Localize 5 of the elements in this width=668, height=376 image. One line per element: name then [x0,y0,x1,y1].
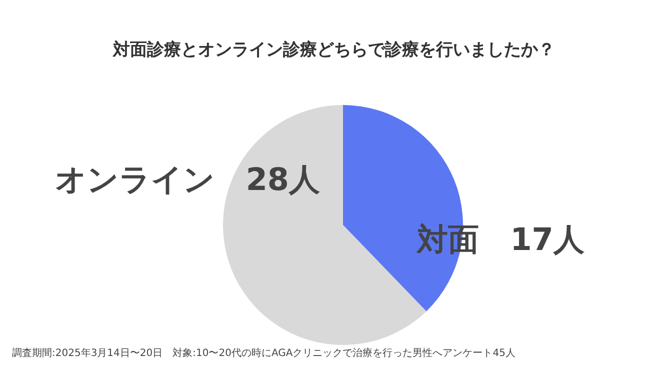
chart-title: 対面診療とオンライン診療どちらで診療を行いましたか？ [112,39,556,61]
data-label: 17人 [510,222,584,258]
text: 調査期間:2025年3月14日〜20日 対象:10〜20代の時にAGAクリニックで治療を行った男性へアンケート45人 [12,346,516,360]
slice-label: オンライン [54,162,215,198]
data-label: 28人 [246,162,320,198]
